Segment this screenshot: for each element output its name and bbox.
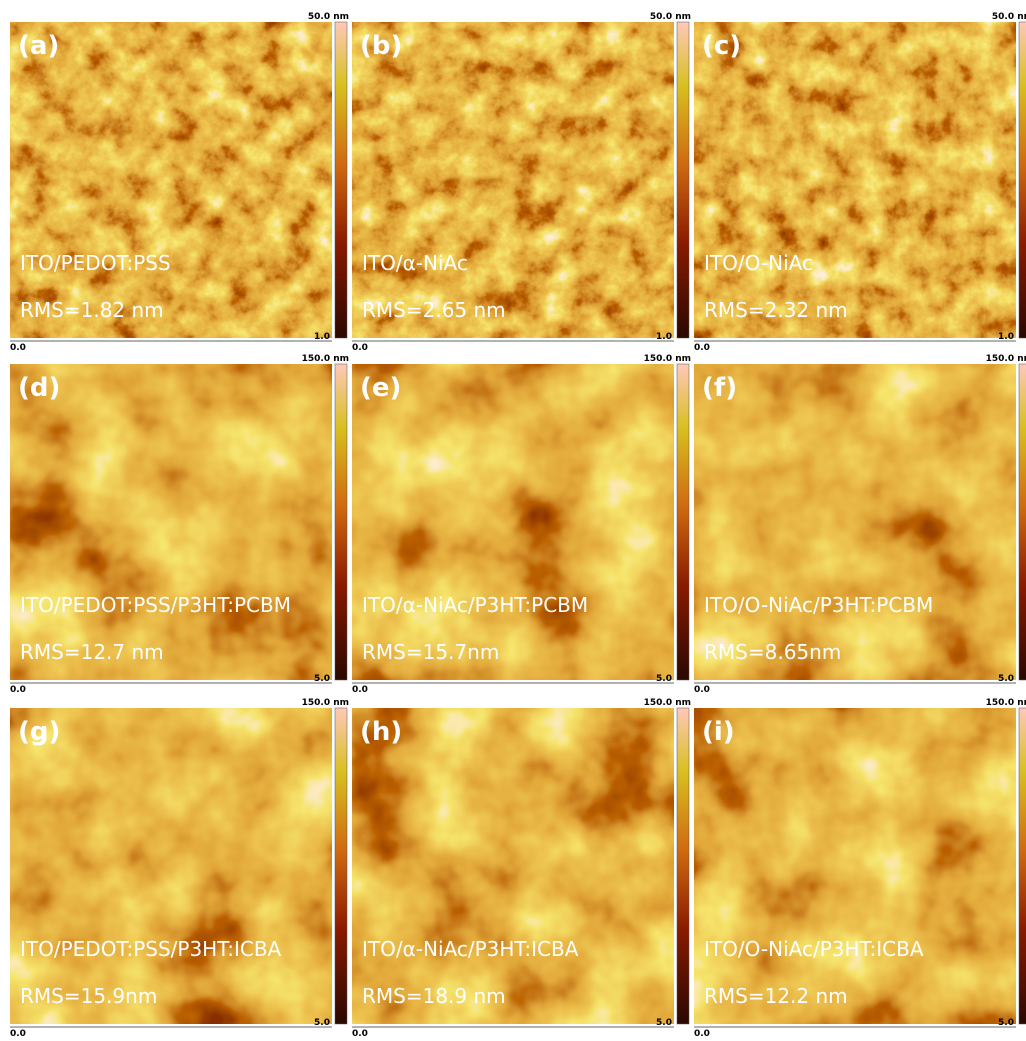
sample-name: ITO/PEDOT:PSS/P3HT:ICBA: [20, 937, 282, 961]
color-bar: [677, 22, 689, 338]
afm-panel: 150.0 nm 0.0 5.0 (h) ITO/α-NiAc/P3HT:ICBA RMS…: [352, 698, 691, 1039]
panel-label: (i): [702, 717, 735, 747]
afm-panel: 50.0 nm 0.0 1.0 (b) ITO/α-NiAc RMS=2.65 nm: [352, 12, 691, 353]
x-max: 5.0: [656, 674, 672, 684]
x-min: 0.0: [694, 1029, 710, 1039]
afm-image: [352, 708, 674, 1024]
panel-label: (c): [702, 31, 741, 61]
rms-value: RMS=15.9nm: [20, 984, 157, 1008]
sample-name: ITO/PEDOT:PSS/P3HT:PCBM: [20, 593, 291, 617]
panel-label: (f): [702, 373, 737, 403]
panel-label: (h): [360, 717, 402, 747]
x-max: 5.0: [998, 1018, 1014, 1028]
afm-panel: 50.0 nm 0.0 1.0 (a) ITO/PEDOT:PSS RMS=1.82 nm: [10, 12, 349, 353]
panel-label: (d): [18, 373, 60, 403]
afm-image: [352, 22, 674, 338]
panel-label: (e): [360, 373, 401, 403]
x-max: 1.0: [998, 332, 1014, 342]
x-min: 0.0: [352, 1029, 368, 1039]
sample-name: ITO/O-NiAc/P3HT:PCBM: [704, 593, 933, 617]
x-max: 5.0: [656, 1018, 672, 1028]
panel-label: (a): [18, 31, 59, 61]
scale-max: 150.0 nm: [986, 354, 1026, 364]
x-min: 0.0: [10, 1029, 26, 1039]
color-bar: [677, 364, 689, 680]
sample-name: ITO/α-NiAc/P3HT:ICBA: [362, 937, 579, 961]
x-min: 0.0: [10, 685, 26, 695]
sample-name: ITO/α-NiAc/P3HT:PCBM: [362, 593, 588, 617]
sample-name: ITO/α-NiAc: [362, 251, 468, 275]
rms-value: RMS=18.9 nm: [362, 984, 506, 1008]
afm-panel: 150.0 nm 0.0 5.0 (d) ITO/PEDOT:PSS/P3HT:PCBM…: [10, 354, 349, 695]
scale-max: 150.0 nm: [302, 354, 349, 364]
color-bar: [335, 708, 347, 1024]
sample-name: ITO/PEDOT:PSS: [20, 251, 171, 275]
x-max: 1.0: [314, 332, 330, 342]
rms-value: RMS=2.65 nm: [362, 298, 506, 322]
color-bar: [1019, 22, 1026, 338]
afm-panel: 150.0 nm 0.0 5.0 (g) ITO/PEDOT:PSS/P3HT:ICBA…: [10, 698, 349, 1039]
scale-max: 150.0 nm: [986, 698, 1026, 708]
rms-value: RMS=2.32 nm: [704, 298, 848, 322]
scale-max: 50.0 nm: [992, 12, 1026, 22]
afm-panel: 150.0 nm 0.0 5.0 (e) ITO/α-NiAc/P3HT:PCBM RMS…: [352, 354, 691, 695]
scale-max: 50.0 nm: [650, 12, 691, 22]
afm-image: [352, 364, 674, 680]
rms-value: RMS=12.2 nm: [704, 984, 848, 1008]
afm-image: [10, 364, 332, 680]
x-min: 0.0: [694, 343, 710, 353]
scale-max: 50.0 nm: [308, 12, 349, 22]
color-bar: [1019, 708, 1026, 1024]
rms-value: RMS=1.82 nm: [20, 298, 164, 322]
x-max: 5.0: [314, 674, 330, 684]
afm-image: [694, 708, 1016, 1024]
afm-image: [10, 22, 332, 338]
x-max: 5.0: [314, 1018, 330, 1028]
afm-figure: 50.0 nm 0.0 1.0 (a) ITO/PEDOT:PSS RMS=1.82 nm…: [0, 0, 1026, 1041]
afm-panel: 150.0 nm 0.0 5.0 (f) ITO/O-NiAc/P3HT:PCBM RMS…: [694, 354, 1026, 695]
color-bar: [677, 708, 689, 1024]
x-max: 5.0: [998, 674, 1014, 684]
afm-image: [694, 364, 1016, 680]
afm-image: [10, 708, 332, 1024]
rms-value: RMS=8.65nm: [704, 640, 841, 664]
panel-label: (g): [18, 717, 60, 747]
color-bar: [335, 364, 347, 680]
scale-max: 150.0 nm: [644, 698, 691, 708]
color-bar: [335, 22, 347, 338]
panel-label: (b): [360, 31, 402, 61]
x-max: 1.0: [656, 332, 672, 342]
x-min: 0.0: [352, 343, 368, 353]
x-min: 0.0: [10, 343, 26, 353]
color-bar: [1019, 364, 1026, 680]
x-min: 0.0: [352, 685, 368, 695]
afm-image: [694, 22, 1016, 338]
sample-name: ITO/O-NiAc/P3HT:ICBA: [704, 937, 924, 961]
x-min: 0.0: [694, 685, 710, 695]
afm-panel: 150.0 nm 0.0 5.0 (i) ITO/O-NiAc/P3HT:ICBA RMS…: [694, 698, 1026, 1039]
scale-max: 150.0 nm: [302, 698, 349, 708]
sample-name: ITO/O-NiAc: [704, 251, 813, 275]
rms-value: RMS=15.7nm: [362, 640, 499, 664]
scale-max: 150.0 nm: [644, 354, 691, 364]
rms-value: RMS=12.7 nm: [20, 640, 164, 664]
afm-panel: 50.0 nm 0.0 1.0 (c) ITO/O-NiAc RMS=2.32 nm: [694, 12, 1026, 353]
